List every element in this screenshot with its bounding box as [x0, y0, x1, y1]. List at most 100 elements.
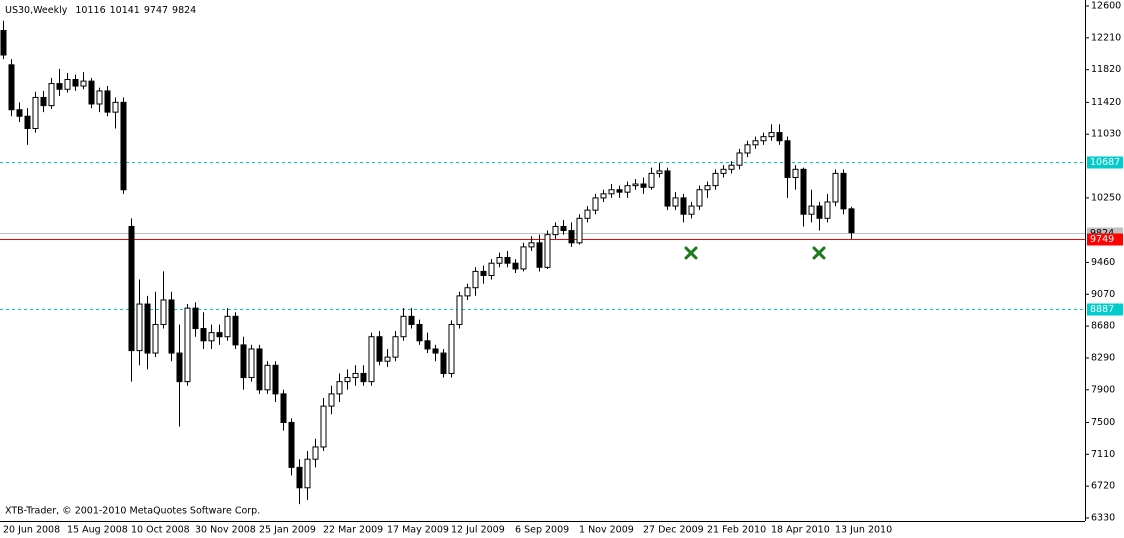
- y-tick-label: 10250: [1091, 192, 1121, 203]
- candle-body: [64, 78, 71, 90]
- candle-body: [176, 352, 183, 383]
- candle-body: [712, 172, 719, 187]
- candle-body: [632, 183, 639, 187]
- candle-body: [136, 303, 143, 352]
- candle-body: [544, 234, 551, 268]
- candle-body: [584, 209, 591, 219]
- candle-body: [360, 372, 367, 383]
- candle-body: [352, 372, 359, 379]
- last-open: 10116: [75, 5, 105, 16]
- candle-body: [376, 336, 383, 362]
- candle-body: [384, 356, 391, 362]
- y-tick-label: 11030: [1091, 129, 1121, 140]
- candle-body: [760, 136, 767, 142]
- x-tick-label: 25 Jan 2009: [259, 525, 316, 536]
- candle-body: [16, 109, 23, 117]
- candle-body: [688, 205, 695, 215]
- candle-body: [656, 170, 663, 174]
- candle-body: [160, 299, 167, 325]
- candle-body: [72, 78, 79, 87]
- candle-body: [824, 201, 831, 219]
- candle-body: [344, 377, 351, 383]
- candle-body: [728, 164, 735, 170]
- candle-body: [248, 348, 255, 379]
- candle-body: [368, 336, 375, 383]
- candle-body: [600, 193, 607, 199]
- candle-body: [696, 189, 703, 207]
- candle-body: [96, 90, 103, 105]
- candle-body: [680, 197, 687, 215]
- x-tick-label: 27 Dec 2009: [643, 525, 704, 536]
- candle-body: [112, 101, 119, 113]
- y-tick-label: 6330: [1091, 513, 1115, 524]
- candle-body: [472, 270, 479, 289]
- footer: XTB-Trader, © 2001-2010 MetaQuotes Softw…: [5, 506, 260, 517]
- candle-body: [744, 144, 751, 154]
- candle-body: [624, 185, 631, 193]
- candle-body: [416, 323, 423, 342]
- candle-body: [208, 332, 215, 342]
- candle-body: [104, 90, 111, 113]
- candle-body: [320, 405, 327, 448]
- candle-body: [640, 183, 647, 188]
- candle-body: [168, 299, 175, 354]
- candle-body: [840, 172, 847, 210]
- candle-body: [504, 257, 511, 264]
- candle-body: [24, 115, 31, 129]
- candle-body: [776, 132, 783, 142]
- y-tick-label: 11820: [1091, 64, 1121, 75]
- y-tick-label: 7110: [1091, 449, 1115, 460]
- candle-body: [568, 230, 575, 244]
- y-tick-label: 8290: [1091, 352, 1115, 363]
- levels: [0, 162, 1085, 310]
- candle-body: [512, 262, 519, 270]
- level-label-box: [1087, 233, 1123, 246]
- marker-x: [812, 246, 826, 260]
- candle-body: [832, 172, 839, 203]
- candles: [0, 20, 855, 505]
- chart-header: US30,Weekly 10116 10141 9747 9824: [5, 5, 196, 16]
- candle-body: [32, 96, 39, 129]
- x-tick-label: 20 Jun 2008: [3, 525, 60, 536]
- y-tick-label: 11420: [1091, 97, 1121, 108]
- x-tick-label: 6 Sep 2009: [515, 525, 569, 536]
- x-tick-label: 22 Mar 2009: [323, 525, 383, 536]
- level-label: 9749: [1090, 234, 1114, 245]
- candle-body: [280, 393, 287, 423]
- candle-body: [88, 80, 95, 105]
- level-label-box: [1087, 156, 1123, 169]
- candle-body: [808, 205, 815, 215]
- x-tick-label: 18 Apr 2010: [771, 525, 830, 536]
- candle-body: [648, 172, 655, 188]
- x-tick-label: 12 Jul 2009: [451, 525, 505, 536]
- candle-body: [528, 242, 535, 248]
- last-high: 10141: [110, 5, 140, 16]
- candle-body: [616, 189, 623, 193]
- candle-body: [312, 446, 319, 460]
- candle-body: [520, 246, 527, 270]
- candle-body: [56, 83, 63, 90]
- x-tick-label: 17 May 2009: [387, 525, 449, 536]
- candle-body: [432, 348, 439, 354]
- candle-body: [608, 189, 615, 195]
- candle-body: [560, 225, 567, 232]
- candle-body: [48, 83, 55, 107]
- candle-body: [736, 152, 743, 166]
- x-tick-label: 1 Nov 2009: [579, 525, 634, 536]
- chart-title: US30,Weekly: [5, 5, 68, 16]
- candle-body: [336, 381, 343, 395]
- last-close: 9824: [172, 5, 196, 16]
- candle-body: [80, 80, 87, 87]
- candle-body: [408, 315, 415, 325]
- candle-body: [200, 328, 207, 342]
- candle-body: [448, 323, 455, 374]
- candle-body: [456, 295, 463, 325]
- candle-body: [304, 458, 311, 489]
- candle-body: [464, 287, 471, 297]
- y-tick-label: 12210: [1091, 32, 1121, 43]
- candle-body: [848, 208, 855, 234]
- candle-body: [672, 197, 679, 207]
- x-tick-label: 13 Jun 2010: [835, 525, 892, 536]
- y-tick-label: 6720: [1091, 481, 1115, 492]
